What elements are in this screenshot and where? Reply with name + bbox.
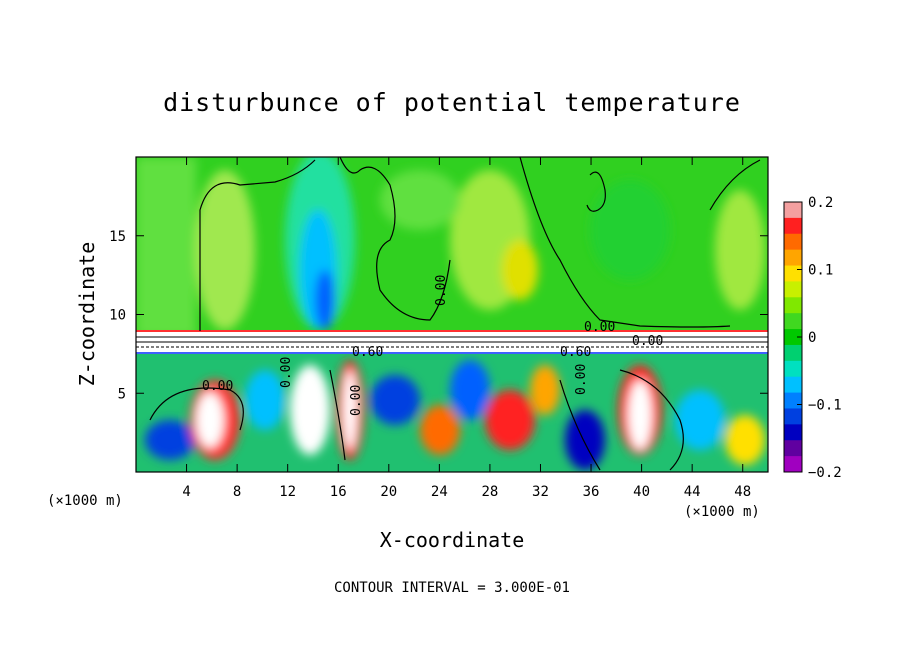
colorbar-swatch [784,265,802,282]
plot-area [136,157,768,472]
colorbar-swatch [784,456,802,473]
colorbar-swatch [784,281,802,298]
colorbar-swatch [784,297,802,314]
x-unit-right: (×1000 m) [684,504,760,520]
colorbar-swatch [784,408,802,425]
x-tick-label: 24 [431,484,448,500]
colorbar-swatch [784,249,802,267]
contour-label: 0.60 [560,345,591,360]
contour-label: 0.00 [632,334,663,349]
colorbar-swatch [784,233,802,251]
colorbar-swatch [784,329,802,346]
colorbar-swatch [784,360,802,378]
colorbar-swatch [784,440,802,457]
colorbar-swatch [784,424,802,441]
x-tick-label: 32 [532,484,549,500]
colorbar-tick-label: −0.2 [808,465,842,481]
lower-field-variation [145,360,765,470]
contour-label: 0.00 [574,364,589,395]
x-tick-label: 4 [182,484,190,500]
x-tick-label: 12 [279,484,296,500]
x-tick-label: 28 [481,484,498,500]
contour-label: 0.00 [584,320,615,335]
colorbar-tick-label: 0.2 [808,195,833,211]
colorbar: 0.2 0.1 0 −0.1 −0.2 [783,195,842,481]
x-tick-label: 16 [330,484,347,500]
colorbar-swatch [784,376,802,394]
y-tick-label: 10 [109,308,126,324]
x-tick-label: 8 [233,484,241,500]
colorbar-swatch [784,202,802,219]
upper-field-variation [136,157,765,337]
x-unit-left: (×1000 m) [47,493,123,509]
y-tick-label: 5 [118,386,126,402]
contour-label: 0.00 [349,385,364,416]
contour-interval-note: CONTOUR INTERVAL = 3.000E-01 [334,580,570,596]
colorbar-tick-label: 0.1 [808,263,833,279]
x-tick-label: 40 [633,484,650,500]
colorbar-swatch [784,217,802,235]
x-tick-label: 48 [734,484,751,500]
contour-label: 0.00 [202,379,233,394]
x-tick-label: 20 [380,484,397,500]
colorbar-swatch [784,313,802,330]
y-axis-label: Z-coordinate [75,242,99,387]
colorbar-tick-label: −0.1 [808,398,842,414]
contour-lines [149,157,761,471]
y-axis: 5 10 15 [109,229,768,402]
x-axis: 4 8 12 16 20 24 28 32 36 40 44 48 [182,157,751,500]
x-tick-label: 36 [583,484,600,500]
contour-label: 0.60 [352,345,383,360]
x-axis-label: X-coordinate [380,528,525,552]
contour-label-layer: 0.00 0.00 0.60 0.00 0.00 0.00 0.60 0.00 … [202,275,663,416]
contour-label: 0.00 [279,357,294,388]
colorbar-tick-label: 0 [808,330,816,346]
x-tick-label: 44 [684,484,701,500]
contour-label: 0.00 [434,275,449,306]
colorbar-swatch [784,392,802,409]
y-tick-label: 15 [109,229,126,245]
colorbar-swatch [784,344,802,362]
chart-title: disturbunce of potential temperature [163,88,741,117]
